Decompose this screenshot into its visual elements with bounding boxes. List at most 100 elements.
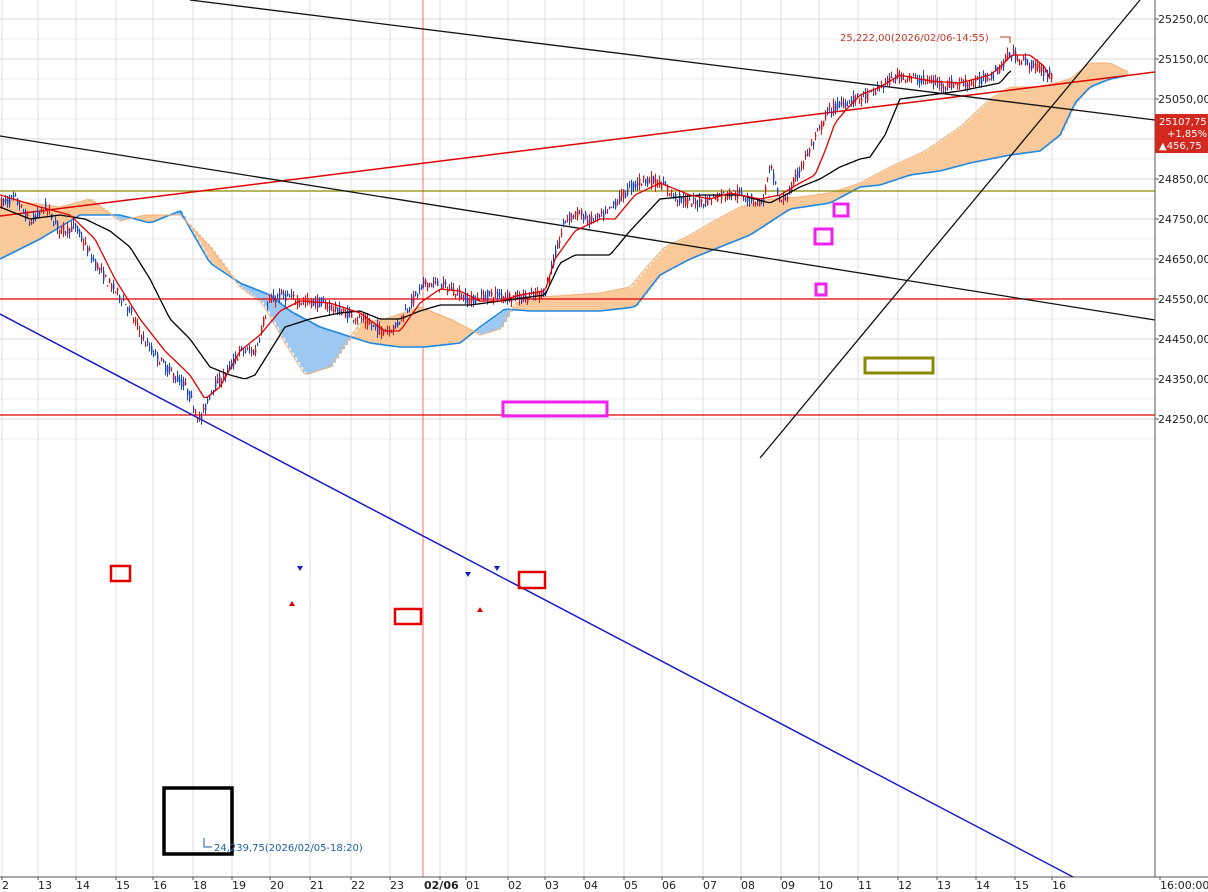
candle-body — [489, 291, 491, 294]
cloud-segment — [540, 297, 543, 311]
cloud-segment — [285, 307, 288, 343]
cloud-segment — [759, 201, 762, 230]
cloud-segment — [957, 129, 960, 167]
candle-body — [549, 277, 551, 282]
candle-body — [603, 212, 605, 219]
last-price-value: 25107,75 — [1159, 117, 1207, 128]
cloud-segment — [486, 322, 489, 334]
cloud-segment — [633, 283, 636, 308]
cloud-segment — [786, 197, 789, 212]
candle-body — [727, 195, 729, 198]
candle-body — [423, 280, 425, 284]
cloud-segment — [333, 331, 336, 363]
cloud-segment — [606, 291, 609, 311]
candle-body — [73, 223, 75, 225]
candle-body — [409, 307, 411, 310]
cloud-segment — [1125, 71, 1128, 76]
candle-body — [873, 91, 875, 93]
cloud-segment — [57, 206, 60, 229]
cloud-segment — [12, 200, 15, 253]
candle-body — [113, 283, 115, 290]
candle-body — [1023, 56, 1025, 61]
candle-body — [145, 345, 147, 347]
cloud-segment — [966, 121, 969, 165]
cloud-segment — [915, 155, 918, 175]
candle-body — [831, 113, 833, 115]
candle-body — [25, 210, 27, 220]
candle-body — [65, 232, 67, 234]
candle-body — [427, 282, 429, 289]
candle-body — [153, 353, 155, 356]
candle-body — [601, 211, 603, 214]
cloud-segment — [897, 163, 900, 180]
candle-body — [695, 200, 697, 205]
cloud-segment — [1095, 63, 1098, 85]
cloud-segment — [1020, 87, 1023, 154]
candle-body — [1045, 70, 1047, 72]
cloud-segment — [666, 246, 669, 272]
candle-body — [759, 200, 761, 207]
candle-body — [27, 213, 29, 217]
indicator-lines — [0, 54, 1051, 399]
cloud-segment — [258, 290, 261, 301]
candle-body — [649, 180, 651, 183]
candle-body — [671, 189, 673, 192]
candle-body — [75, 224, 77, 228]
candle-body — [679, 193, 681, 203]
candle-body — [459, 290, 461, 299]
buy-signal-arrow — [477, 607, 483, 612]
candle-body — [187, 389, 189, 396]
candle-body — [371, 325, 373, 327]
cloud-segment — [849, 186, 852, 193]
candle-body — [155, 350, 157, 352]
candle-body — [263, 317, 265, 326]
cloud-segment — [375, 320, 378, 344]
cloud-segment — [273, 297, 276, 323]
candle-body — [163, 359, 165, 363]
candle-body — [815, 134, 817, 137]
candle-body — [213, 389, 215, 391]
candle-body — [559, 240, 561, 244]
candle-body — [975, 78, 977, 83]
candle-body — [411, 296, 413, 306]
candle-body — [425, 280, 427, 285]
candle-body — [271, 298, 273, 300]
candle-body — [273, 294, 275, 302]
cloud-segment — [1029, 87, 1032, 153]
cloud-segment — [873, 176, 876, 186]
candle-body — [407, 310, 409, 312]
ichimoku-cloud — [0, 62, 1129, 375]
candle-body — [693, 197, 695, 200]
candle-body — [863, 91, 865, 94]
candle-body — [993, 76, 995, 78]
candle-body — [605, 210, 607, 214]
candle-body — [761, 199, 763, 201]
cloud-segment — [105, 210, 108, 215]
cloud-segment — [1053, 83, 1056, 141]
x-tick-label: 18 — [193, 879, 207, 892]
candle-body — [89, 248, 91, 251]
leading-span-a-line — [0, 62, 1129, 375]
candle-body — [165, 365, 167, 373]
candle-body — [119, 295, 121, 300]
candle-body — [453, 288, 455, 295]
cloud-segment — [513, 306, 516, 310]
candle-body — [197, 418, 199, 420]
candle-body — [577, 209, 579, 218]
candle-body — [951, 79, 953, 88]
candle-body — [861, 98, 863, 102]
cloud-segment — [414, 309, 417, 347]
candle-body — [777, 187, 779, 194]
candle-body — [885, 80, 887, 82]
cloud-segment — [741, 206, 744, 239]
candle-body — [413, 294, 415, 303]
candle-body — [723, 192, 725, 194]
candle-body — [1043, 70, 1045, 76]
cloud-segment — [891, 166, 894, 182]
candle-body — [215, 380, 217, 389]
candle-body — [673, 195, 675, 198]
trend-line — [0, 135, 1156, 321]
